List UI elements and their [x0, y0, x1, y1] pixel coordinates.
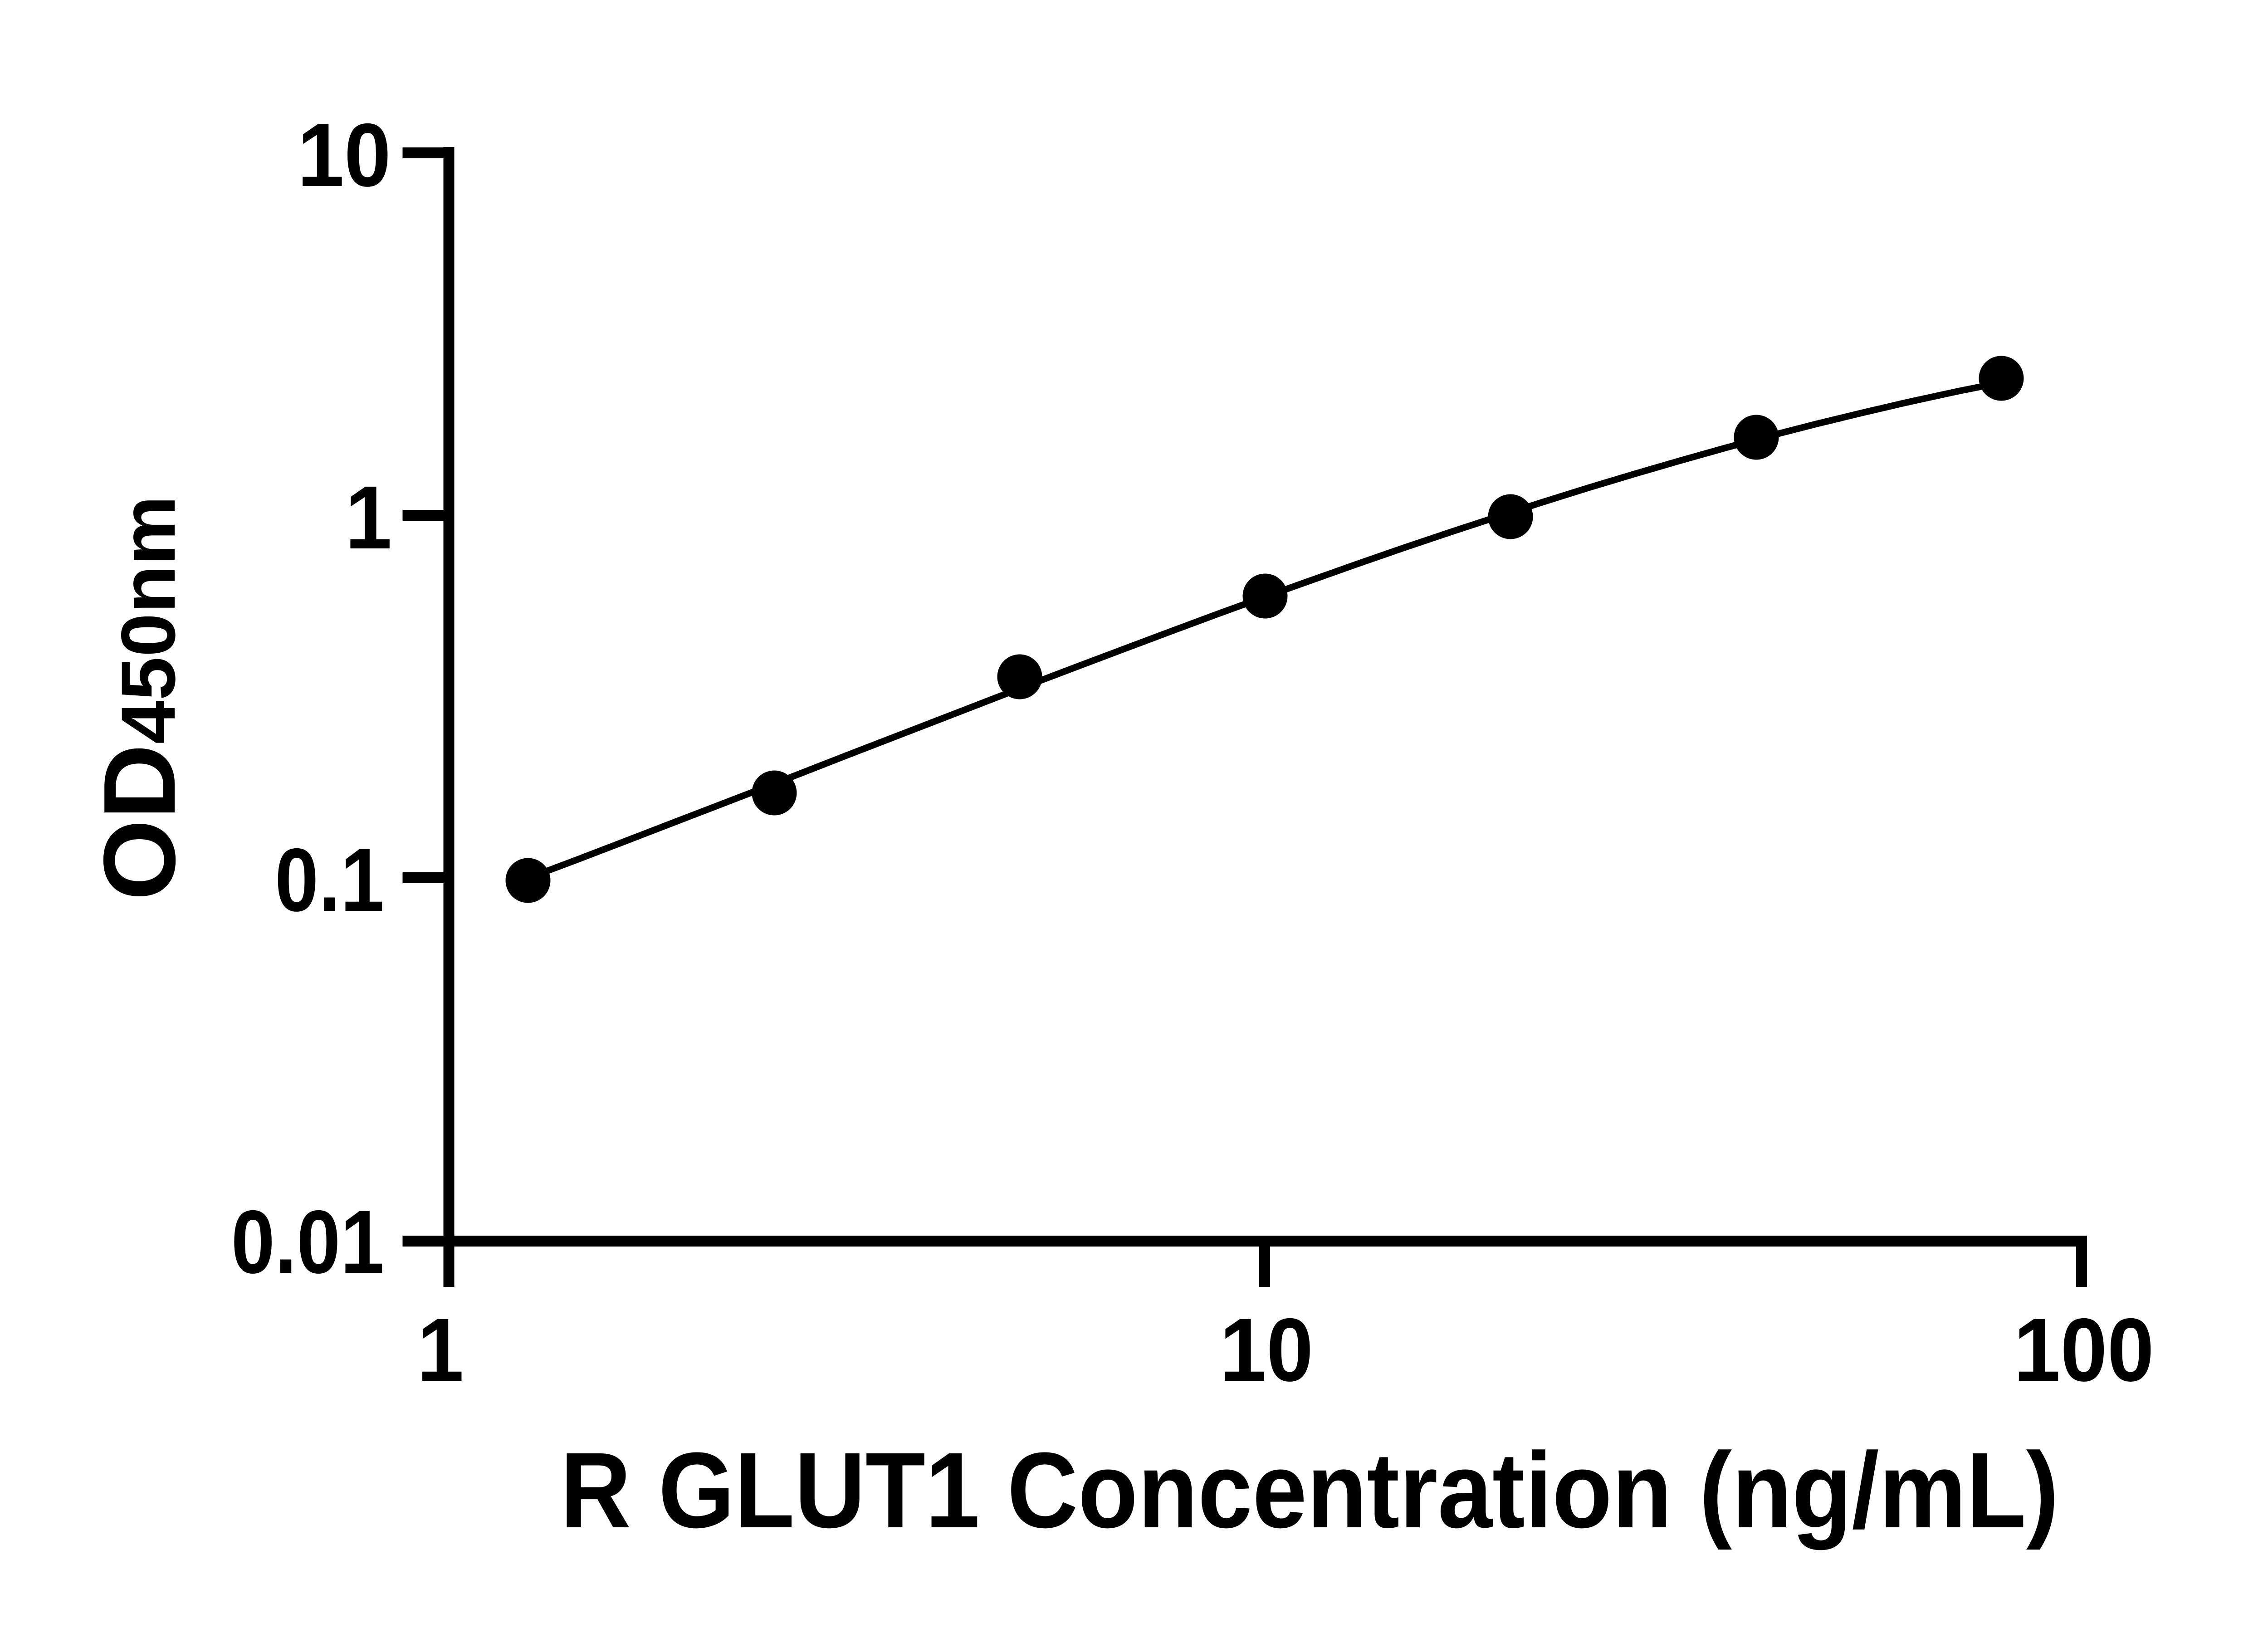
svg-text:10: 10 — [1220, 1300, 1313, 1400]
svg-text:R GLUT1 Concentration (ng/mL): R GLUT1 Concentration (ng/mL) — [560, 1431, 2059, 1550]
svg-text:0.01: 0.01 — [231, 1192, 384, 1292]
svg-text:1: 1 — [417, 1300, 464, 1400]
svg-text:0.1: 0.1 — [275, 830, 384, 930]
svg-text:1: 1 — [345, 467, 392, 568]
svg-text:10: 10 — [298, 105, 391, 205]
svg-text:100: 100 — [2014, 1300, 2154, 1400]
svg-text:OD450nm: OD450nm — [83, 496, 196, 901]
